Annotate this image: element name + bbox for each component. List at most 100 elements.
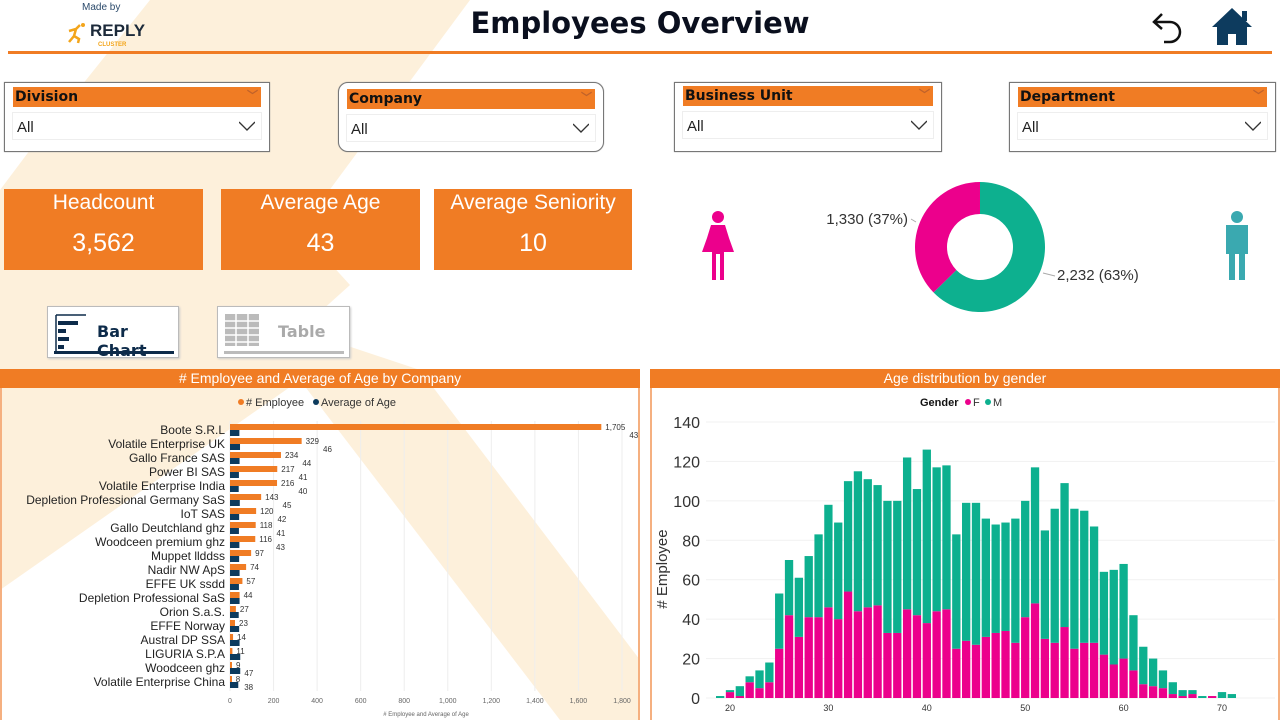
category-label: Depletion Professional Germany SaS [26,493,225,507]
made-by-text: Made by [82,2,121,13]
data-label-employee: 57 [246,577,255,586]
legend-marker-f [965,399,971,405]
bar-female [922,623,931,698]
inactive-underline [224,351,344,354]
company-bar-chart-panel: # Employee and Average of Age by Company… [0,369,640,720]
bar-male [794,577,804,637]
data-label-employee: 217 [281,465,295,474]
y-tick-label: 120 [673,454,700,471]
bar-female [1129,670,1138,698]
bar-male [1001,522,1010,631]
bar-female [971,644,981,698]
slicer-header: Division ﹀ [13,87,261,107]
kpi-average-seniority: Average Seniority 10 [434,189,632,270]
donut-slice-male[interactable] [933,182,1045,312]
table-button[interactable]: Table [217,306,350,358]
kpi-value: 10 [519,229,547,257]
legend-m: M [993,397,1002,409]
bar-female [1021,617,1030,698]
category-label: Volatile Enterprise UK [108,437,225,451]
y-tick-label: 100 [673,494,700,511]
bar-male [853,471,863,612]
chevron-down-icon [573,123,589,133]
data-label-employee: 27 [240,605,249,614]
bar-male [1060,483,1069,628]
data-label-employee: 23 [239,619,248,628]
category-label: IoT SAS [181,507,225,521]
undo-arrow-icon[interactable] [1150,8,1190,48]
home-icon[interactable] [1210,5,1254,47]
kpi-value: 43 [306,229,335,257]
bar-average-age [230,444,241,450]
female-data-label: 1,330 (37%) [826,211,908,228]
bar-employee [230,466,278,472]
kpi-label: Average Age [260,191,381,214]
category-label: Nadir NW ApS [148,563,225,577]
x-tick-label: 20 [725,703,735,713]
age-distribution-chart: Gender F M 0 20 40 60 80 100 120 140 # Employee 20 30… [654,397,1275,713]
data-label-age: 41 [299,473,308,482]
bar-female [912,615,922,698]
business-unit-dropdown[interactable]: All [682,111,934,139]
bar-male [784,560,794,616]
bar-female [952,648,961,698]
x-tick-label: 30 [823,703,833,713]
bar-average-age [230,514,240,520]
x-tick-label: 200 [268,698,280,705]
bar-average-age [230,654,241,660]
company-slicer[interactable]: Company ﹀ All [338,82,604,152]
data-label-employee: 74 [250,563,259,572]
bar-male [1178,690,1187,697]
x-tick-label: 70 [1217,703,1227,713]
table-icon [225,314,259,346]
y-tick-label: 140 [673,415,700,432]
bar-average-age [230,486,239,492]
bar-average-age [230,584,239,590]
bar-male [1119,563,1128,659]
bar-female [1178,696,1187,698]
bar-employee [230,648,233,654]
data-label-employee: 120 [260,507,274,516]
bar-female [883,632,892,698]
y-tick-label: 60 [682,573,700,590]
bar-female [1070,648,1079,698]
chevron-down-icon [911,120,927,130]
company-dropdown[interactable]: All [346,114,596,142]
category-label: Volatile Enterprise India [99,479,225,493]
y-tick-label: 80 [682,533,700,550]
bar-female [775,648,784,698]
bar-chart-button[interactable]: Bar Chart [47,306,179,360]
data-label-employee: 11 [236,647,245,656]
data-label-employee: 234 [285,451,299,460]
bar-male [1168,682,1177,695]
bar-employee [230,424,602,430]
bar-male [1227,694,1236,698]
legend-f: F [973,397,980,409]
business-unit-slicer[interactable]: Business Unit ﹀ All [674,82,942,152]
bar-female [834,619,843,698]
category-label: Power BI SAS [149,465,225,479]
bar-female [1080,642,1089,698]
department-dropdown[interactable]: All [1017,112,1268,140]
donut-slice-female[interactable] [915,182,980,293]
bar-average-age [230,682,239,688]
bar-employee [230,606,236,612]
bar-male [745,676,754,683]
x-tick-label: 1,200 [483,698,501,705]
bar-female [745,682,754,698]
chevron-down-icon [1245,121,1261,131]
slicer-header: Department ﹀ [1018,87,1267,107]
bar-female [824,607,833,698]
division-dropdown[interactable]: All [12,112,262,140]
y-tick-label: 20 [682,652,700,669]
bar-female [1040,638,1050,698]
bar-female [932,611,941,698]
category-label: EFFE Norway [150,619,225,633]
division-slicer[interactable]: Division ﹀ All [4,82,270,152]
kpi-value: 3,562 [72,229,135,257]
bar-average-age [230,458,240,464]
department-slicer[interactable]: Department ﹀ All [1009,82,1276,152]
x-tick-label: 400 [311,698,323,705]
kpi-average-age: Average Age 43 [221,189,420,270]
